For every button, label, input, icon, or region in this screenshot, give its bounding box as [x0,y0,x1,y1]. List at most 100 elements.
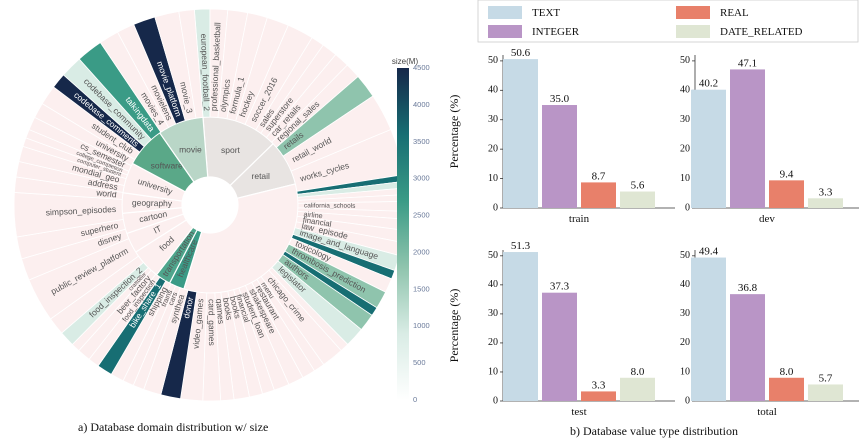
y-tick-label: 20 [488,143,498,154]
bar-value-label: 36.8 [738,282,758,294]
bar-subplot-test: 0 10 20 30 40 50 51.3 37.3 3.3 8.0 test Percentage … [447,240,675,418]
sunburst-outer-segment [178,9,204,119]
bar-charts: TEXT REAL INTEGER DATE_RELATED 0 10 20 30 40 50 50… [447,0,859,418]
bar-value-label: 37.3 [550,281,570,293]
colorbar-title: size(M) [392,57,419,66]
legend-label: TEXT [532,7,560,19]
colorbar [397,68,409,400]
sunburst-inner-label: sport [221,145,241,155]
sunburst-outer-label: simpson_episodes [46,204,117,218]
legend-swatch [488,6,522,19]
y-tick-label: 0 [493,395,498,406]
y-tick-label: 50 [680,250,690,261]
sunburst-inner-label: IT [152,223,163,235]
x-axis-label: test [571,406,586,418]
y-tick-label: 20 [680,337,690,348]
bar-date_related [808,384,843,401]
legend-label: INTEGER [532,26,580,38]
sunburst-outer-label: games [214,298,226,324]
bar-date_related [620,377,655,401]
y-tick-label: 40 [488,279,498,290]
sunburst-inner-label: geography [132,197,173,208]
colorbar-tick-label: 0 [413,395,417,404]
y-axis-label: Percentage (%) [447,95,461,169]
bar-date_related [620,191,655,208]
y-tick-label: 10 [488,366,498,377]
sunburst-inner-label: software [151,161,183,171]
y-tick-label: 30 [488,308,498,319]
sunburst-outer-label: olympics [218,78,233,112]
legend-swatch [488,25,522,38]
colorbar-tick-label: 4500 [413,63,430,72]
sunburst-panel: sport retail healthcare transportation food I… [13,8,430,434]
sunburst-outer-label: airline [303,209,323,220]
bar-value-label: 8.7 [592,170,606,182]
bar-integer [542,105,577,208]
x-axis-label: train [569,213,590,225]
y-tick-label: 10 [680,173,690,184]
x-axis-label: dev [759,213,775,225]
bar-integer [542,292,577,401]
colorbar-tick-label: 3000 [413,174,430,183]
y-tick-label: 10 [488,173,498,184]
sunburst-outer-label: card_games [207,299,217,346]
sunburst-outer-label: books [221,297,235,321]
bar-value-label: 47.1 [738,57,757,69]
y-axis-label: Percentage (%) [447,289,461,363]
legend: TEXT REAL INTEGER DATE_RELATED [477,0,859,43]
bar-value-label: 8.0 [631,366,645,378]
y-tick-label: 30 [488,114,498,125]
bar-value-label: 40.2 [699,78,718,90]
colorbar-tick-label: 1000 [413,321,430,330]
bar-value-label: 50.6 [511,47,531,59]
y-tick-label: 10 [680,366,690,377]
y-tick-label: 50 [488,250,498,261]
y-tick-label: 50 [680,55,690,66]
legend-swatch [676,6,710,19]
x-axis-label: total [757,406,777,418]
bar-value-label: 5.7 [819,372,833,384]
colorbar-tick-label: 2500 [413,211,430,220]
bar-real [769,377,804,401]
sunburst-inner-label: movie [179,145,202,155]
sunburst-chart: sportretailhealthcaretransportationfoodI… [13,8,430,404]
bar-value-label: 49.4 [699,246,719,258]
colorbar-tick-label: 2000 [413,247,430,256]
bar-subplot-train: 0 10 20 30 40 50 50.6 35.0 8.7 5.6 train Percentage… [447,47,675,225]
bar-value-label: 8.0 [780,366,794,378]
y-tick-label: 20 [488,337,498,348]
sunburst-outer-label: video_games [191,298,206,349]
colorbar-tick-label: 500 [413,358,426,367]
bar-date_related [808,198,843,208]
left-caption: a) Database domain distribution w/ size [78,420,269,434]
sunburst-outer-label: european_football_2 [199,33,212,111]
bar-real [769,180,804,208]
y-tick-label: 30 [680,308,690,319]
y-tick-label: 0 [685,395,690,406]
bar-text [691,89,726,208]
sunburst-inner-label: retail [252,171,271,181]
y-tick-label: 50 [488,55,498,66]
bar-real [581,391,616,401]
y-tick-label: 40 [680,279,690,290]
y-tick-label: 0 [493,202,498,213]
bar-subplot-total: 0 10 20 30 40 50 49.4 36.8 8.0 5.7 total [680,246,859,418]
legend-swatch [676,25,710,38]
y-tick-label: 40 [680,85,690,96]
bar-value-label: 3.3 [592,379,606,391]
bar-value-label: 35.0 [550,93,570,105]
bar-value-label: 5.6 [631,180,645,192]
y-tick-label: 40 [488,85,498,96]
bar-value-label: 51.3 [511,240,531,252]
right-caption: b) Database value type distribution [570,424,738,438]
bar-text [503,252,538,401]
bar-integer [730,294,765,401]
bar-text [503,59,538,208]
legend-label: REAL [720,7,749,19]
y-tick-label: 30 [680,114,690,125]
legend-label: DATE_RELATED [720,26,803,38]
bar-integer [730,69,765,209]
colorbar-tick-label: 3500 [413,137,430,146]
colorbar-tick-label: 1500 [413,284,430,293]
bar-subplot-dev: 0 10 20 30 40 50 40.2 47.1 9.4 3.3 dev [680,55,859,225]
